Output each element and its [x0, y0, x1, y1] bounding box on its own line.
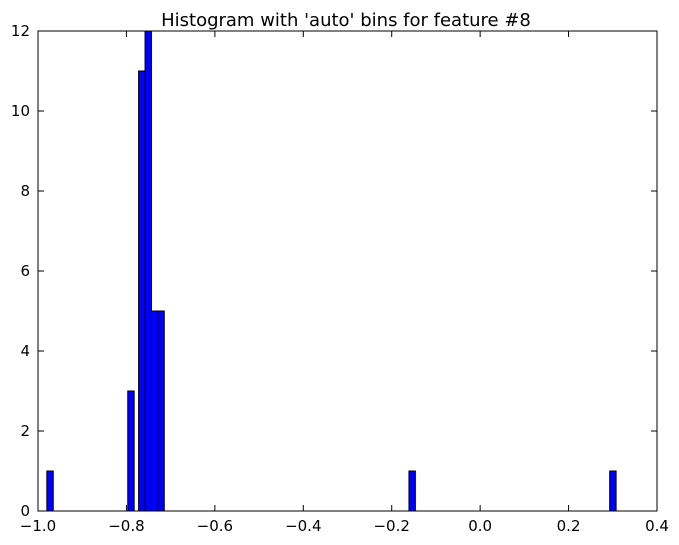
x-tick-label: 0.2 — [557, 517, 581, 535]
chart-title: Histogram with 'auto' bins for feature #… — [161, 10, 531, 31]
x-tick-label: −0.8 — [108, 517, 144, 535]
y-axis: 0 2 4 6 8 10 12 — [11, 22, 657, 520]
x-tick-label: −0.6 — [197, 517, 233, 535]
histogram-bar-1 — [46, 470, 54, 512]
histogram-bar-8 — [609, 470, 617, 512]
histogram-bar-5 — [150, 310, 159, 512]
histogram-bar-6 — [157, 310, 165, 512]
y-tick-label: 12 — [11, 22, 30, 40]
y-tick-label: 10 — [11, 102, 30, 120]
x-tick-label: −0.2 — [373, 517, 409, 535]
x-tick-label: 0.0 — [468, 517, 492, 535]
x-axis: −1.0 −0.8 −0.6 −0.4 −0.2 0.0 0.2 0.4 — [20, 31, 669, 535]
y-tick-label: 4 — [20, 342, 30, 360]
y-tick-label: 2 — [20, 422, 30, 440]
histogram-bar-4 — [144, 30, 152, 512]
histogram-bar-7 — [408, 470, 416, 512]
x-tick-label: 0.4 — [645, 517, 669, 535]
y-tick-label: 0 — [20, 502, 30, 520]
x-tick-label: −1.0 — [20, 517, 56, 535]
bars-group — [46, 30, 617, 512]
x-tick-label: −0.4 — [285, 517, 321, 535]
histogram-bar-3 — [138, 70, 146, 512]
histogram-bar-2 — [127, 390, 135, 512]
y-tick-label: 8 — [20, 182, 30, 200]
y-tick-label: 6 — [20, 262, 30, 280]
